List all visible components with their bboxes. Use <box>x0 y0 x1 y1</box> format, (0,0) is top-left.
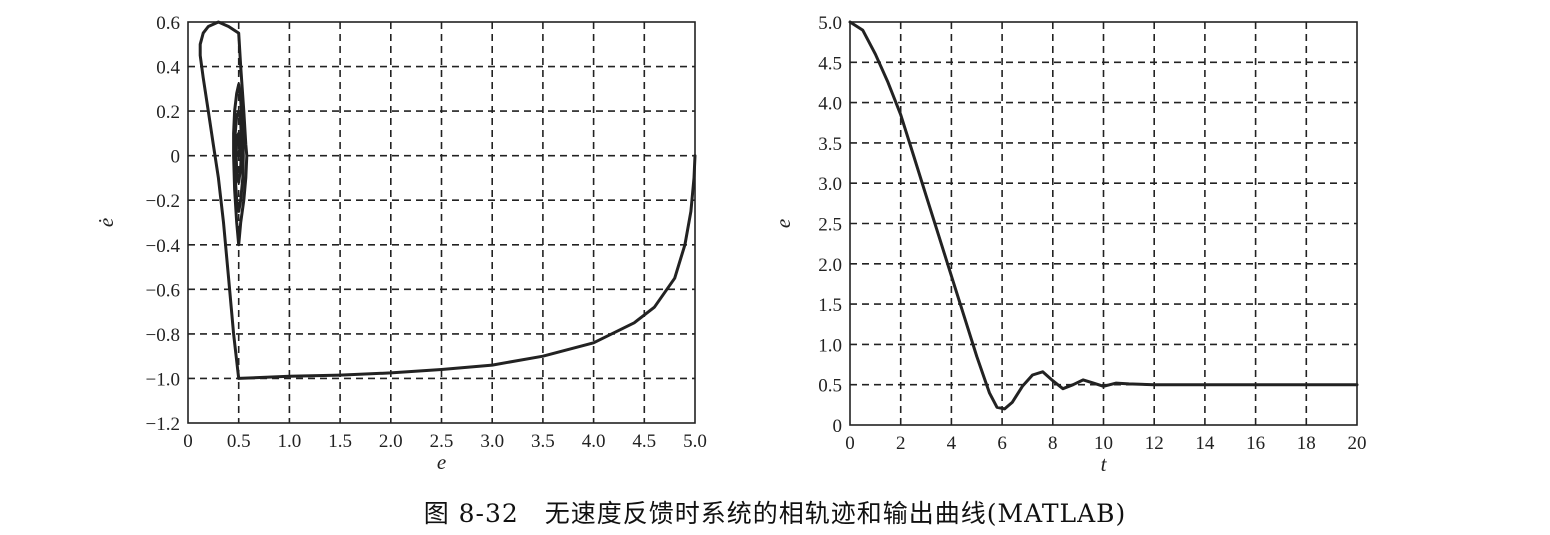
x-tick-label: 4 <box>947 433 957 454</box>
x-tick-label: 18 <box>1297 433 1316 454</box>
x-tick-label: 5.0 <box>683 431 707 452</box>
y-tick-label: 0 <box>833 416 843 437</box>
x-tick-label: 16 <box>1246 433 1265 454</box>
x-tick-label: 8 <box>1048 433 1058 454</box>
y-tick-label: 0.6 <box>156 13 180 34</box>
x-tick-label: 12 <box>1145 433 1164 454</box>
y-axis-label: e <box>771 219 795 228</box>
data-series-line <box>848 20 1359 411</box>
x-tick-label: 2.0 <box>379 431 403 452</box>
x-tick-label: 10 <box>1094 433 1113 454</box>
y-tick-label: 4.0 <box>818 94 842 115</box>
x-tick-label: 20 <box>1348 433 1367 454</box>
y-tick-label: −1.2 <box>146 414 180 435</box>
x-tick-label: 14 <box>1195 433 1215 454</box>
figure-caption: 图 8-32 无速度反馈时系统的相轨迹和输出曲线(MATLAB) <box>423 499 1127 528</box>
y-tick-label: 0 <box>171 147 181 168</box>
y-tick-label: 1.5 <box>818 295 842 316</box>
x-tick-label: 2 <box>896 433 906 454</box>
x-tick-label: 4.0 <box>582 431 606 452</box>
y-tick-label: 5.0 <box>818 13 842 34</box>
x-tick-label: 3.0 <box>480 431 504 452</box>
y-tick-label: 3.0 <box>818 174 842 195</box>
x-tick-label: 4.5 <box>632 431 656 452</box>
x-tick-label: 6 <box>997 433 1007 454</box>
time-response-plot: 0 2 4 6 8 10 12 14 16 18 20 5.0 4.5 4.0 3.5 3.0 2.5 2.0 1.… <box>771 13 1367 476</box>
y-tick-label: 0.5 <box>818 376 842 397</box>
x-tick-label: 1.5 <box>328 431 352 452</box>
y-tick-label: 4.5 <box>818 53 842 74</box>
y-tick-label: 2.0 <box>818 255 842 276</box>
plot-frame <box>187 21 696 424</box>
y-tick-label: −1.0 <box>146 369 180 390</box>
x-tick-label: 0.5 <box>227 431 251 452</box>
figure-canvas: 0 0.5 1.0 1.5 2.0 2.5 3.0 3.5 4.0 4.5 5.0 0.6 0.4 0.2… <box>94 13 1367 476</box>
x-tick-label: 0 <box>183 431 193 452</box>
y-tick-label: −0.8 <box>146 325 180 346</box>
x-axis-label: e <box>437 450 446 474</box>
y-tick-label: −0.4 <box>146 236 181 257</box>
data-series-line <box>198 20 697 380</box>
x-axis-label: t <box>1101 452 1108 476</box>
y-tick-label: 3.5 <box>818 134 842 155</box>
y-tick-label: 1.0 <box>818 335 842 356</box>
y-tick-label: −0.2 <box>146 191 180 212</box>
y-tick-label: 2.5 <box>818 215 842 236</box>
y-tick-label: −0.6 <box>146 280 180 301</box>
x-tick-label: 2.5 <box>430 431 454 452</box>
y-tick-label: 0.2 <box>156 102 180 123</box>
y-axis-label: ė <box>94 218 118 227</box>
plot-frame <box>849 21 1358 426</box>
phase-plane-plot: 0 0.5 1.0 1.5 2.0 2.5 3.0 3.5 4.0 4.5 5.0 0.6 0.4 0.2… <box>94 13 707 474</box>
x-tick-label: 3.5 <box>531 431 555 452</box>
y-tick-label: 0.4 <box>156 58 180 79</box>
x-tick-label: 1.0 <box>278 431 302 452</box>
x-tick-label: 0 <box>845 433 855 454</box>
